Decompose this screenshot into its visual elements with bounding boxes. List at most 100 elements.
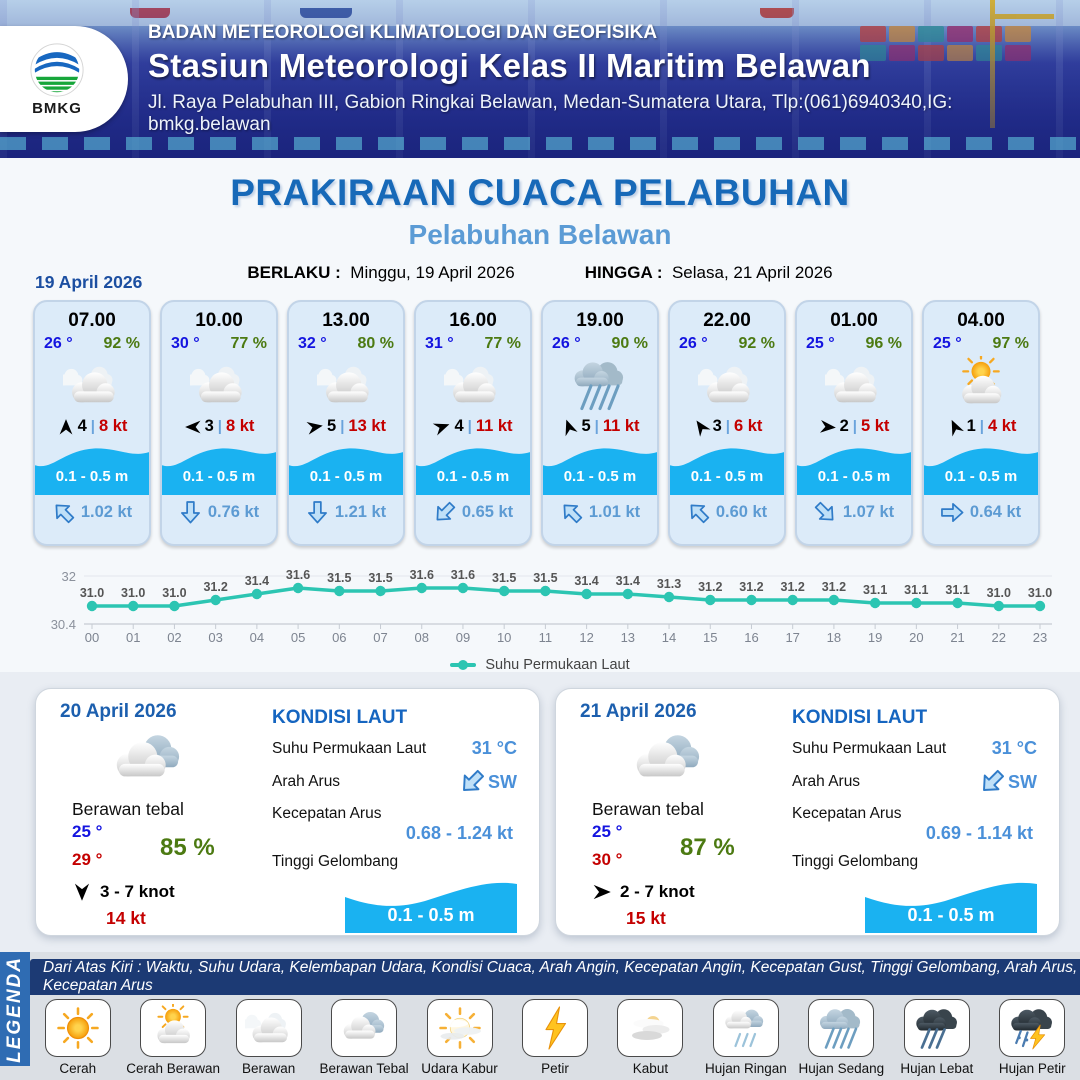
gust-speed: 11 kt bbox=[475, 417, 513, 435]
max-temperature: 30 ° bbox=[592, 850, 623, 869]
legend-item: Hujan Lebat bbox=[889, 999, 984, 1076]
sst-value: 31 °C bbox=[471, 738, 517, 758]
validity-period: BERLAKU : Minggu, 19 April 2026 HINGGA :… bbox=[0, 263, 1080, 283]
current-direction-icon bbox=[46, 496, 80, 530]
svg-text:31.4: 31.4 bbox=[616, 574, 640, 588]
sst-chart-section: 32 30.4 31.0 00 31.0 01 31.0 02 31.2 03 31.4 04 31.6… bbox=[0, 556, 1080, 673]
svg-text:31.2: 31.2 bbox=[698, 580, 722, 594]
gust-speed: 5 kt bbox=[860, 417, 890, 435]
separator: | bbox=[467, 418, 472, 435]
wind-row: 4 | 8 kt bbox=[35, 417, 149, 436]
legend-icon-box bbox=[712, 999, 779, 1057]
page-title: PRAKIRAAN CUACA PELABUHAN bbox=[230, 172, 850, 213]
svg-text:06: 06 bbox=[332, 630, 346, 645]
wind-direction-icon bbox=[72, 882, 92, 902]
forecast-time: 22.00 bbox=[703, 310, 751, 331]
svg-text:15: 15 bbox=[703, 630, 717, 645]
gust-speed: 6 kt bbox=[733, 417, 763, 435]
separator: | bbox=[340, 418, 345, 435]
daily-forecast-section: 20 April 2026 Berawan tebal 25 ° 29 ° 85… bbox=[0, 672, 1080, 952]
legend-title: LEGENDA bbox=[4, 955, 25, 1063]
humidity: 92 % bbox=[738, 335, 775, 352]
wind-direction-icon bbox=[184, 418, 202, 436]
legend-series-label: Suhu Permukaan Laut bbox=[485, 657, 630, 673]
legend-item-label: Petir bbox=[541, 1061, 569, 1076]
wind-row: 2 - 7 knot bbox=[592, 882, 786, 902]
min-temperature: 25 ° bbox=[72, 822, 103, 841]
berawan-icon bbox=[695, 356, 759, 414]
daily-forecast-card: 21 April 2026 Berawan tebal 25 ° 30 ° 87… bbox=[555, 688, 1060, 936]
forecast-card: 04.00 25 ° 97 % 1 | 4 kt 0.1 - 0.5 m bbox=[922, 300, 1040, 546]
wave-height-band: 0.1 - 0.5 m bbox=[162, 441, 276, 495]
air-temperature: 30 ° bbox=[171, 335, 200, 352]
legend-item-label: Berawan bbox=[241, 1061, 296, 1076]
berawan-tebal-icon bbox=[339, 1004, 389, 1052]
current-speed: 1.01 kt bbox=[588, 503, 641, 521]
svg-text:09: 09 bbox=[456, 630, 470, 645]
wave-height-value: 0.1 - 0.5 m bbox=[387, 905, 475, 925]
svg-text:05: 05 bbox=[291, 630, 305, 645]
sea-conditions: KONDISI LAUT Suhu Permukaan Laut 31 °C A… bbox=[786, 689, 1059, 935]
air-temperature: 32 ° bbox=[298, 335, 327, 352]
legend-icon-box bbox=[331, 999, 398, 1057]
forecast-card: 01.00 25 ° 96 % 2 | 5 kt 0.1 - 0.5 m bbox=[795, 300, 913, 546]
berawan-tebal-icon bbox=[100, 723, 196, 797]
current-speed: 0.60 kt bbox=[715, 503, 768, 521]
legend-item-label: Cerah bbox=[59, 1061, 97, 1076]
legend-icon-box bbox=[617, 999, 684, 1057]
weather-condition: Berawan tebal bbox=[592, 799, 704, 819]
wind-row: 1 | 4 kt bbox=[924, 417, 1038, 436]
wind-speed: 5 bbox=[327, 417, 337, 435]
svg-text:00: 00 bbox=[85, 630, 99, 645]
svg-text:31.2: 31.2 bbox=[822, 580, 846, 594]
wind-row: 2 | 5 kt bbox=[797, 417, 911, 436]
current-row: 0.60 kt bbox=[670, 500, 784, 525]
current-direction-value: SW bbox=[1008, 771, 1037, 792]
legend-item: Hujan Sedang bbox=[794, 999, 889, 1076]
berlaku-label: BERLAKU : bbox=[247, 263, 341, 282]
sst-value: 31 °C bbox=[991, 738, 1037, 758]
current-direction-icon bbox=[808, 496, 842, 530]
svg-text:04: 04 bbox=[250, 630, 264, 645]
wind-direction-icon bbox=[558, 415, 581, 438]
svg-text:03: 03 bbox=[208, 630, 222, 645]
current-speed: 0.64 kt bbox=[969, 503, 1022, 521]
berawan-icon bbox=[60, 356, 124, 414]
wind-row: 5 | 13 kt bbox=[289, 417, 403, 436]
sst-label: Suhu Permukaan Laut bbox=[792, 739, 947, 757]
current-direction-icon bbox=[554, 496, 588, 530]
wind-speed: 3 bbox=[204, 417, 214, 435]
current-direction-icon bbox=[973, 763, 1011, 801]
legend-item: Cerah bbox=[30, 999, 125, 1076]
gust-speed: 4 kt bbox=[987, 417, 1017, 435]
wind-direction-icon bbox=[688, 414, 713, 439]
gust-speed: 15 kt bbox=[626, 908, 666, 928]
wave-height-label: Tinggi Gelombang bbox=[272, 853, 399, 870]
current-row: 1.01 kt bbox=[543, 500, 657, 525]
current-speed-value: 0.68 - 1.24 kt bbox=[405, 823, 513, 843]
svg-text:31.5: 31.5 bbox=[368, 571, 392, 585]
wave-height-band: 0.1 - 0.5 m bbox=[924, 441, 1038, 495]
svg-text:17: 17 bbox=[785, 630, 799, 645]
svg-text:14: 14 bbox=[662, 630, 676, 645]
petir-icon bbox=[530, 1004, 580, 1052]
wave-height: 0.1 - 0.5 m bbox=[309, 468, 383, 485]
separator: | bbox=[852, 418, 857, 435]
legend-item: Berawan Tebal bbox=[317, 999, 412, 1076]
wave-height: 0.1 - 0.5 m bbox=[436, 468, 510, 485]
svg-text:23: 23 bbox=[1033, 630, 1047, 645]
legend-item-label: Hujan Sedang bbox=[798, 1061, 885, 1076]
cerah-icon bbox=[53, 1004, 103, 1052]
wave-shape-icon bbox=[797, 448, 911, 495]
wave-height: 0.1 - 0.5 m bbox=[55, 468, 129, 485]
gust-speed: 13 kt bbox=[348, 417, 386, 435]
svg-text:31.1: 31.1 bbox=[904, 583, 928, 597]
title-section: PRAKIRAAN CUACA PELABUHAN Pelabuhan Bela… bbox=[0, 158, 1080, 300]
svg-text:31.5: 31.5 bbox=[327, 571, 351, 585]
wind-speed: 1 bbox=[966, 417, 976, 435]
forecast-card: 10.00 30 ° 77 % 3 | 8 kt 0.1 - 0.5 m bbox=[160, 300, 278, 546]
current-row: 0.65 kt bbox=[416, 500, 530, 525]
current-speed: 1.02 kt bbox=[80, 503, 133, 521]
svg-text:31.0: 31.0 bbox=[162, 586, 186, 600]
wind-direction-icon bbox=[305, 416, 326, 437]
